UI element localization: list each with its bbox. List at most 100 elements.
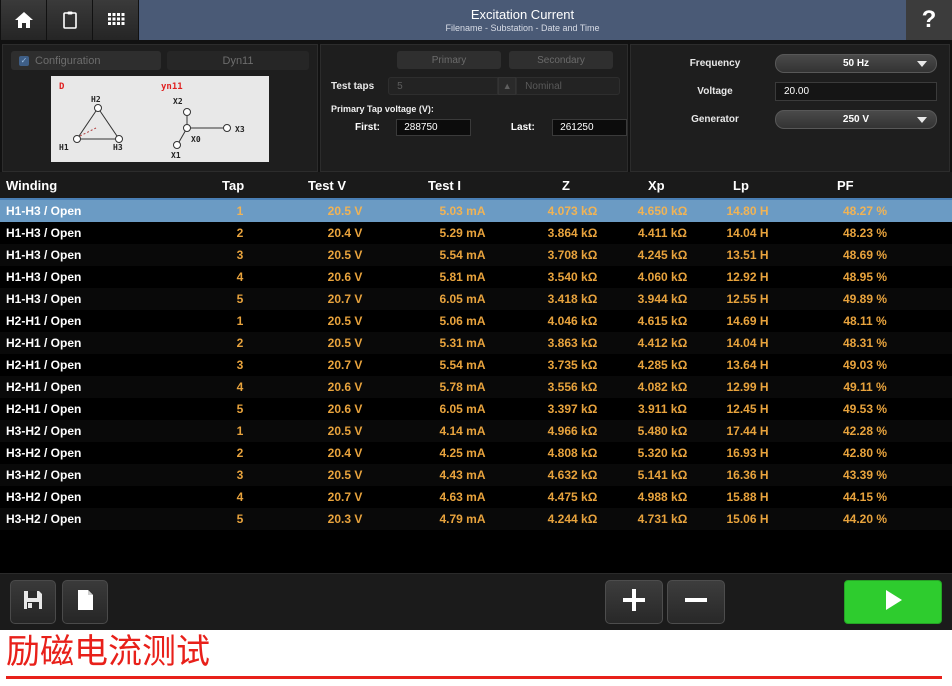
page-title: Excitation Current <box>470 6 575 22</box>
table-row[interactable]: H3-H2 / Open 4 20.7 V 4.63 mA 4.475 kΩ 4.988 … <box>0 486 952 508</box>
table-row[interactable]: H3-H2 / Open 2 20.4 V 4.25 mA 4.808 kΩ 5.320 … <box>0 442 952 464</box>
page-subtitle: Filename - Substation - Date and Time <box>445 22 600 33</box>
table-row[interactable]: H2-H1 / Open 2 20.5 V 5.31 mA 3.863 kΩ 4.412 … <box>0 332 952 354</box>
cell-lp: 12.92 H <box>726 270 769 284</box>
frequency-value: 50 Hz <box>842 58 870 69</box>
clipboard-icon <box>60 10 80 30</box>
configuration-checkbox[interactable]: ✓ Configuration <box>11 51 161 70</box>
cell-xp: 5.480 kΩ <box>637 424 688 438</box>
cell-test-i: 4.79 mA <box>439 512 486 526</box>
cell-pf: 49.11 % <box>843 380 887 394</box>
cell-tap: 2 <box>236 336 244 350</box>
cell-pf: 44.15 % <box>842 490 888 504</box>
table-row[interactable]: H1-H3 / Open 3 20.5 V 5.54 mA 3.708 kΩ 4.245 … <box>0 244 952 266</box>
table-row[interactable]: H2-H1 / Open 4 20.6 V 5.78 mA 3.556 kΩ 4.082 … <box>0 376 952 398</box>
first-voltage-input[interactable]: 288750 <box>396 119 472 136</box>
cell-pf: 48.11 % <box>843 314 887 328</box>
cell-xp: 4.650 kΩ <box>637 204 688 218</box>
new-document-button[interactable] <box>62 580 108 624</box>
cell-lp: 14.04 H <box>726 336 769 350</box>
generator-select[interactable]: 250 V <box>775 110 937 129</box>
table-header-row: Winding Tap Test V Test I Z Xp Lp PF <box>0 172 952 200</box>
frequency-select[interactable]: 50 Hz <box>775 54 937 73</box>
cell-pf: 49.89 % <box>842 292 888 306</box>
cell-xp: 5.141 kΩ <box>637 468 688 482</box>
voltage-label: Voltage <box>697 86 733 97</box>
table-row[interactable]: H2-H1 / Open 1 20.5 V 5.06 mA 4.046 kΩ 4.615 … <box>0 310 952 332</box>
cell-pf: 48.27 % <box>842 204 888 218</box>
last-voltage-input[interactable]: 261250 <box>552 119 627 136</box>
title-bar: Excitation Current Filename - Substation… <box>0 0 952 40</box>
table-row[interactable]: H3-H2 / Open 1 20.5 V 4.14 mA 4.966 kΩ 5.480 … <box>0 420 952 442</box>
table-row[interactable]: H2-H1 / Open 3 20.7 V 5.54 mA 3.735 kΩ 4.285 … <box>0 354 952 376</box>
test-taps-control: 5 ▲ Nominal <box>388 77 621 95</box>
cell-tap: 2 <box>236 446 244 460</box>
test-taps-input[interactable]: 5 <box>388 77 499 95</box>
table-row[interactable]: H3-H2 / Open 5 20.3 V 4.79 mA 4.244 kΩ 4.731 … <box>0 508 952 530</box>
cell-tap: 3 <box>236 468 244 482</box>
run-test-button[interactable] <box>844 580 942 624</box>
nominal-select[interactable]: Nominal <box>516 77 621 95</box>
cell-tap: 3 <box>236 358 244 372</box>
cell-test-i: 4.14 mA <box>439 424 486 438</box>
cell-z: 4.046 kΩ <box>547 314 598 328</box>
column-header-winding: Winding <box>6 177 58 193</box>
table-row[interactable]: H2-H1 / Open 5 20.6 V 6.05 mA 3.397 kΩ 3.911 … <box>0 398 952 420</box>
svg-text:H2: H2 <box>91 95 101 104</box>
table-row[interactable]: H3-H2 / Open 3 20.5 V 4.43 mA 4.632 kΩ 5.141 … <box>0 464 952 486</box>
caption-underline <box>6 676 942 679</box>
cell-test-v: 20.6 V <box>327 402 363 416</box>
tab-secondary[interactable]: Secondary <box>509 51 613 69</box>
home-button[interactable] <box>0 0 47 40</box>
grid-icon <box>106 10 126 30</box>
table-row[interactable]: H1-H3 / Open 2 20.4 V 5.29 mA 3.864 kΩ 4.411 … <box>0 222 952 244</box>
cell-pf: 48.23 % <box>842 226 888 240</box>
cell-lp: 14.80 H <box>726 204 769 218</box>
table-row[interactable]: H1-H3 / Open 5 20.7 V 6.05 mA 3.418 kΩ 3.944 … <box>0 288 952 310</box>
apps-grid-button[interactable] <box>93 0 139 40</box>
cell-test-v: 20.7 V <box>327 292 363 306</box>
cell-test-v: 20.5 V <box>327 204 363 218</box>
tap-voltage-range-row: First: 288750 Last: 261250 <box>321 114 627 136</box>
tab-primary[interactable]: Primary <box>397 51 501 69</box>
remove-row-button[interactable] <box>667 580 725 624</box>
cell-test-i: 5.78 mA <box>439 380 486 394</box>
cell-pf: 44.20 % <box>842 512 888 526</box>
cell-winding: H3-H2 / Open <box>6 512 82 526</box>
cell-pf: 48.95 % <box>842 270 888 284</box>
add-row-button[interactable] <box>605 580 663 624</box>
table-row[interactable]: H1-H3 / Open 4 20.6 V 5.81 mA 3.540 kΩ 4.060 … <box>0 266 952 288</box>
table-row[interactable]: H1-H3 / Open 1 20.5 V 5.03 mA 4.073 kΩ 4.650 … <box>0 200 952 222</box>
application-window: Excitation Current Filename - Substation… <box>0 0 952 630</box>
configuration-header: ✓ Configuration Dyn11 <box>3 45 317 70</box>
help-button[interactable]: ? <box>906 0 952 40</box>
cell-lp: 12.45 H <box>726 402 769 416</box>
primary-tap-voltage-label: Primary Tap voltage (V): <box>331 104 434 114</box>
cell-test-v: 20.5 V <box>327 336 363 350</box>
cell-z: 4.244 kΩ <box>547 512 598 526</box>
test-setup-panel: Primary Secondary Test taps 5 ▲ Nominal … <box>320 44 628 172</box>
reports-button[interactable] <box>47 0 93 40</box>
winding-side-tabs: Primary Secondary <box>321 45 627 69</box>
svg-text:X3: X3 <box>235 125 245 134</box>
cell-z: 4.475 kΩ <box>547 490 598 504</box>
column-header-pf: PF <box>837 177 854 193</box>
cell-test-i: 5.54 mA <box>439 358 486 372</box>
cell-test-v: 20.3 V <box>327 512 363 526</box>
table-empty-space <box>0 530 952 573</box>
vector-group-field[interactable]: Dyn11 <box>167 51 309 70</box>
save-button[interactable] <box>10 580 56 624</box>
cell-lp: 12.99 H <box>726 380 769 394</box>
cell-pf: 49.53 % <box>842 402 888 416</box>
cell-test-v: 20.4 V <box>327 446 363 460</box>
cell-tap: 4 <box>236 380 244 394</box>
cell-winding: H1-H3 / Open <box>6 270 82 284</box>
svg-text:H3: H3 <box>113 143 123 152</box>
settings-panels: ✓ Configuration Dyn11 D yn11 <box>0 40 952 172</box>
cell-lp: 15.88 H <box>726 490 769 504</box>
voltage-input[interactable]: 20.00 <box>775 82 937 101</box>
chevron-down-icon <box>917 116 927 123</box>
cell-winding: H3-H2 / Open <box>6 424 82 438</box>
cell-pf: 43.39 % <box>842 468 888 482</box>
test-taps-stepper[interactable]: ▲ <box>498 77 517 95</box>
